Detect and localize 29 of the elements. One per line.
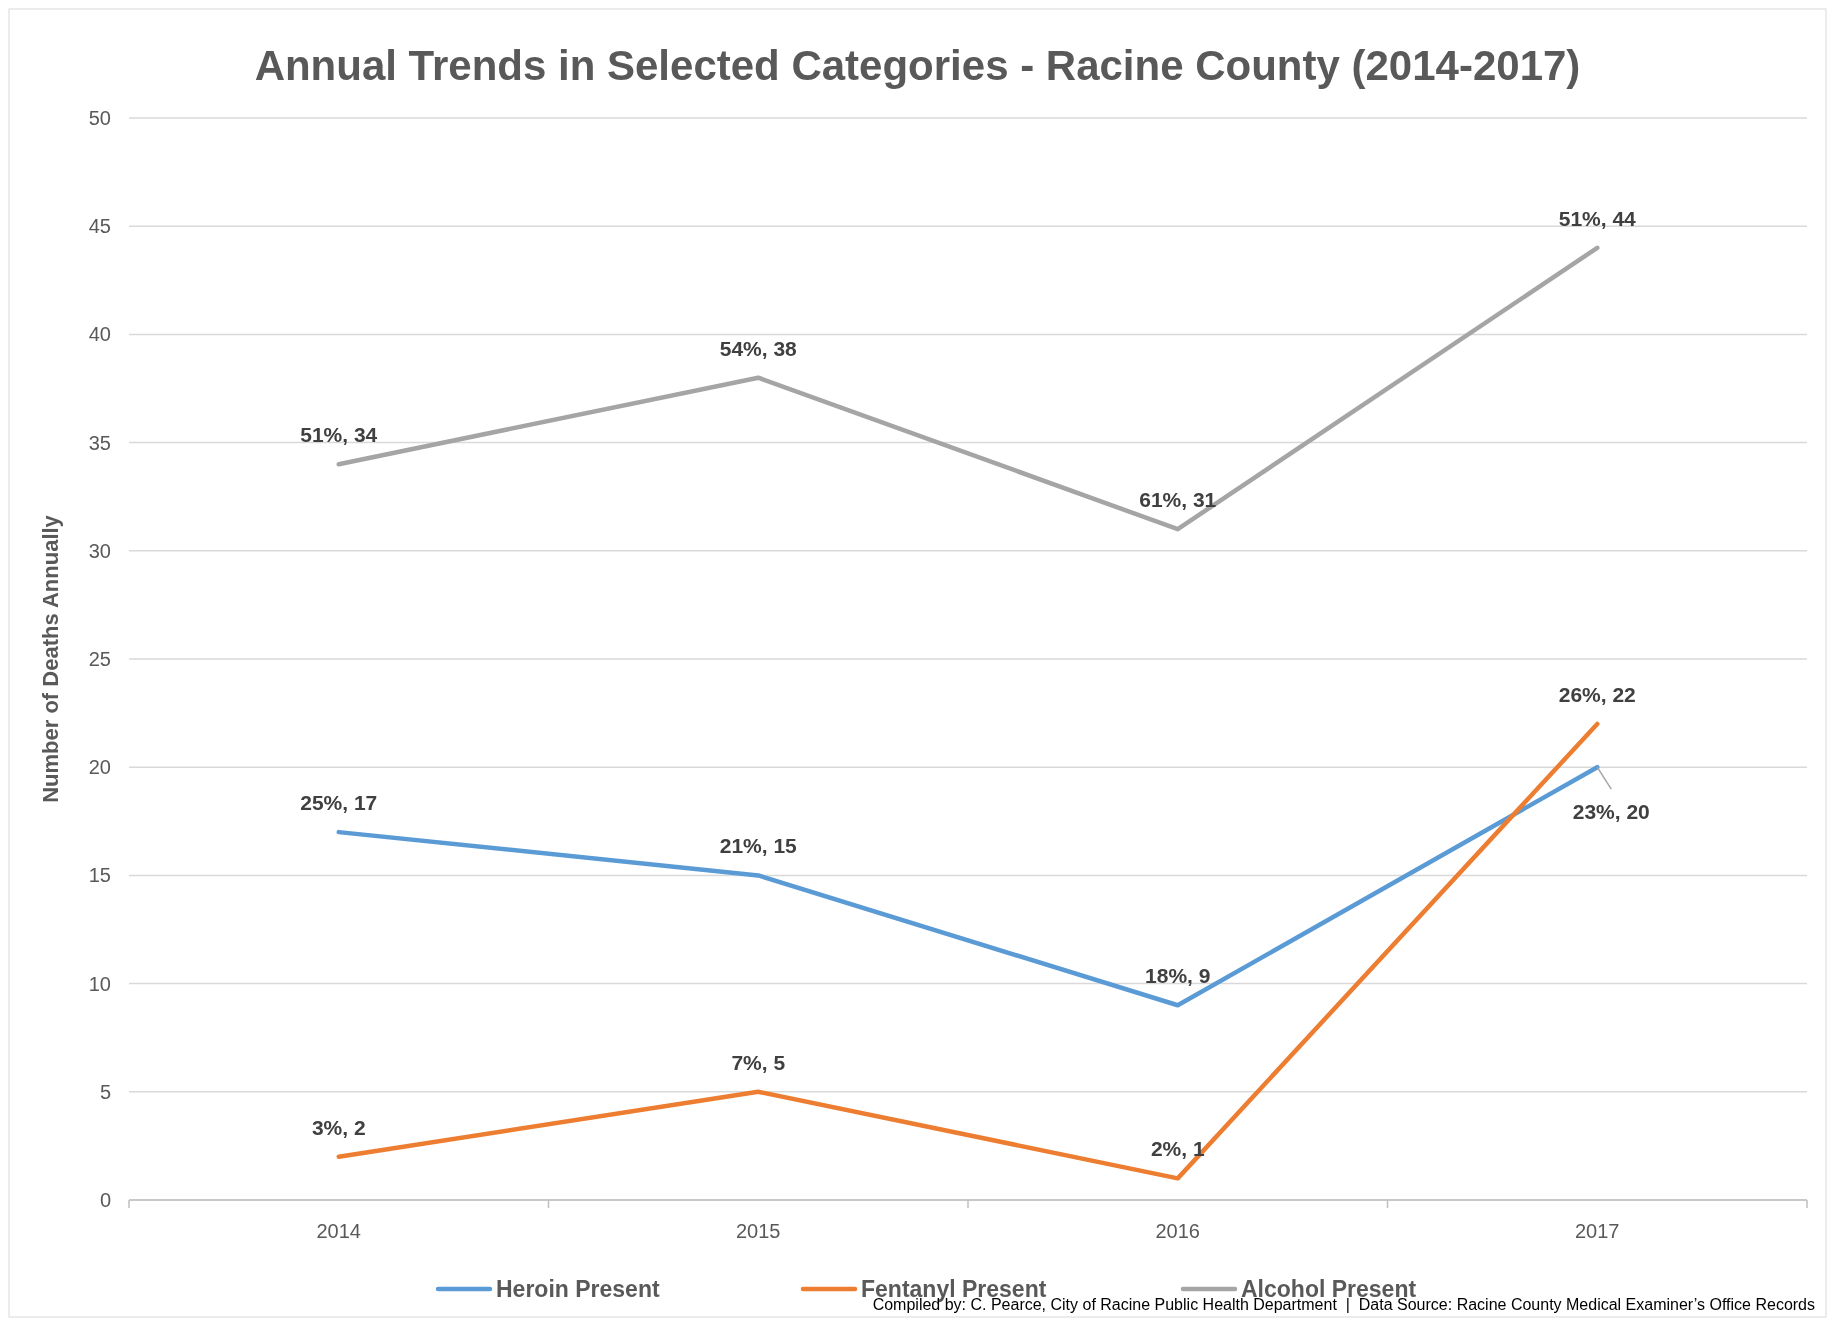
x-tick-label: 2015 — [736, 1220, 781, 1242]
data-label: 51%, 44 — [1558, 206, 1637, 230]
y-tick-label: 25 — [88, 648, 111, 670]
y-tick-label: 10 — [88, 972, 111, 995]
y-tick-label: 40 — [88, 323, 111, 346]
y-axis-title: Number of Deaths Annually — [38, 514, 63, 803]
y-tick-label: 0 — [99, 1189, 111, 1211]
y-tick-label: 30 — [88, 539, 111, 562]
y-tick-label: 15 — [88, 864, 111, 887]
data-label: 51%, 34 — [300, 423, 378, 447]
y-tick-label: 50 — [88, 107, 111, 129]
data-label: 25%, 17 — [300, 791, 378, 815]
y-tick-label: 5 — [99, 1080, 111, 1103]
legend-label: Heroin Present — [496, 1276, 660, 1303]
x-tick-label: 2014 — [316, 1220, 361, 1242]
y-tick-label: 35 — [88, 431, 111, 454]
data-label: 3%, 2 — [311, 1115, 366, 1139]
y-tick-label: 45 — [88, 215, 111, 238]
data-label: 23%, 20 — [1572, 800, 1650, 824]
data-label: 54%, 38 — [719, 336, 798, 360]
chart-title: Annual Trends in Selected Categories - Racine County (2014-2017) — [254, 42, 1581, 89]
data-label: 18%, 9 — [1145, 964, 1211, 988]
data-label: 7%, 5 — [731, 1050, 786, 1074]
x-tick-label: 2017 — [1575, 1220, 1620, 1242]
data-label: 21%, 15 — [719, 834, 798, 858]
x-tick-label: 2016 — [1155, 1220, 1200, 1242]
y-tick-label: 20 — [88, 756, 111, 779]
data-label: 61%, 31 — [1139, 488, 1217, 512]
data-label: 26%, 22 — [1558, 682, 1636, 706]
